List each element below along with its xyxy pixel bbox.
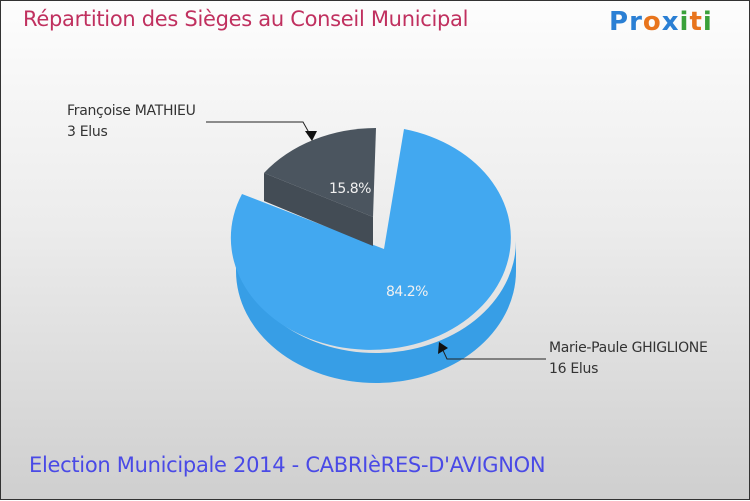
logo-letter: P <box>609 7 630 37</box>
logo-letter: i <box>702 7 713 37</box>
candidate-name: Françoise MATHIEU <box>67 103 196 119</box>
logo-letter: r <box>629 7 643 37</box>
chart-title: Répartition des Sièges au Conseil Munici… <box>23 7 469 31</box>
logo-letter: i <box>679 7 690 37</box>
pie-slice-mathieu-side <box>264 173 373 246</box>
seat-count: 3 Elus <box>67 124 108 140</box>
chart-subtitle: Election Municipale 2014 - CABRIèRES-D'A… <box>29 453 546 477</box>
callout-ghiglione: Marie-Paule GHIGLIONE 16 Elus <box>549 338 708 380</box>
percent-label-ghiglione: 84.2% <box>386 284 428 300</box>
callout-mathieu: Françoise MATHIEU 3 Elus <box>67 101 196 143</box>
pie-slice-ghiglione[interactable] <box>230 129 511 350</box>
seat-count: 16 Elus <box>549 361 599 377</box>
arrow-head-mathieu <box>305 131 317 141</box>
logo-letter: o <box>642 7 662 37</box>
candidate-name: Marie-Paule GHIGLIONE <box>549 340 708 356</box>
logo-letter: x <box>661 7 680 37</box>
leader-line-mathieu <box>206 121 313 139</box>
percent-label-mathieu: 15.8% <box>329 181 371 197</box>
logo-letter: t <box>689 7 703 37</box>
proxiti-logo[interactable]: Proxiti <box>609 7 713 37</box>
pie-slice-mathieu[interactable] <box>264 128 376 217</box>
arrow-head-ghiglione <box>438 342 448 354</box>
